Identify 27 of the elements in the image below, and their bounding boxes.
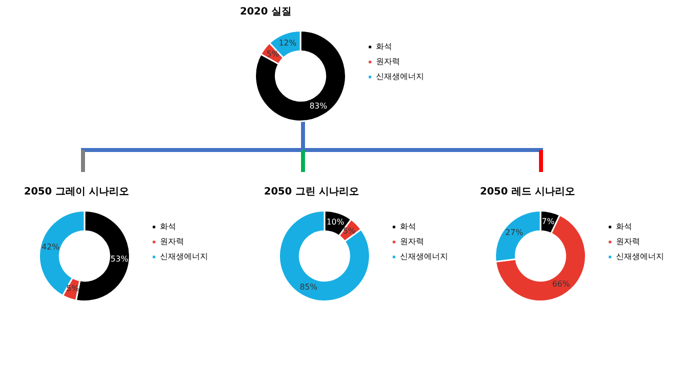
legend-label: 화석 [376, 42, 392, 52]
data-label: 85% [300, 282, 318, 292]
data-label: 10% [326, 218, 345, 227]
legend-label: 화석 [616, 222, 632, 232]
legend-label: 화석 [160, 222, 176, 232]
data-label: 83% [309, 101, 328, 110]
data-label: 66% [552, 279, 570, 288]
chart-title: 2020 실질 [240, 6, 292, 18]
data-label: 7% [542, 216, 555, 226]
legend-label: 신재생에너지 [376, 72, 424, 82]
legend-label: 원자력 [376, 57, 400, 66]
chart-title: 2050 레드 시나리오 [480, 186, 575, 198]
legend-label: 신재생에너지 [400, 252, 448, 262]
legend-label: 신재생에너지 [616, 252, 664, 262]
legend-label: 화석 [400, 222, 416, 232]
legend-label: 원자력 [400, 237, 424, 246]
legend-label: 원자력 [616, 237, 640, 246]
data-label: 12% [278, 38, 297, 48]
data-label: 42% [42, 242, 60, 252]
legend-label: 신재생에너지 [160, 252, 208, 262]
chart-title: 2050 그린 시나리오 [264, 186, 359, 198]
legend-label: 원자력 [160, 237, 184, 246]
data-label: 5% [266, 50, 280, 59]
chart-title: 2050 그레이 시나리오 [24, 186, 129, 198]
data-label: 53% [110, 254, 129, 264]
data-label: 27% [505, 228, 524, 237]
data-label: 5% [342, 226, 356, 236]
